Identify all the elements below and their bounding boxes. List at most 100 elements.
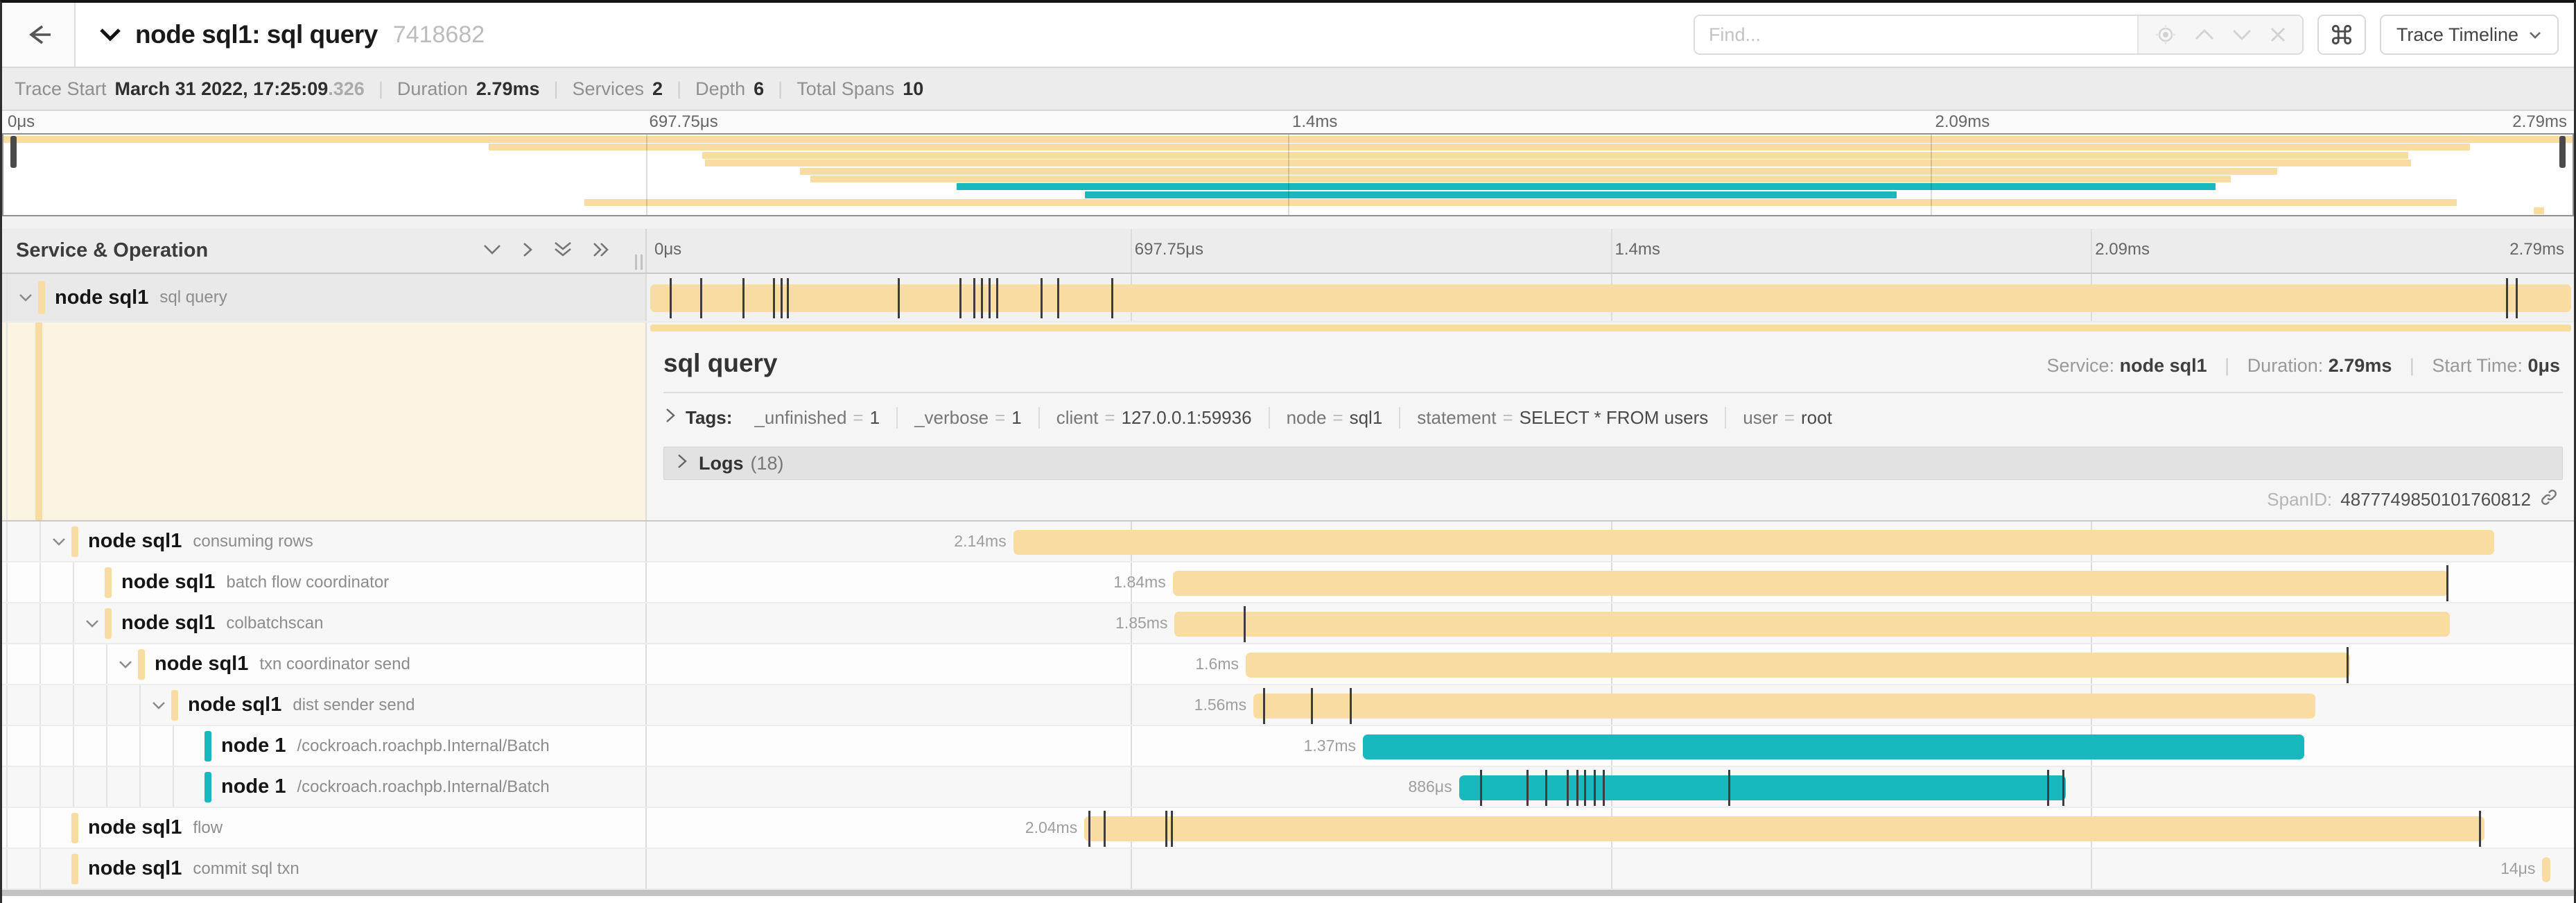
minimap-span-bar [1085,191,1897,198]
span-timeline-cell[interactable]: 1.85ms [647,603,2574,643]
span-tree-cell[interactable]: node sql1 consuming rows [2,522,647,561]
tag-item[interactable]: _unfinished = 1 [754,407,880,428]
ruler-tick-label: 2.09ms [1935,112,1990,131]
span-row[interactable]: node sql1 dist sender send 1.56ms [2,685,2574,726]
span-bar[interactable] [1013,530,2495,555]
span-tree-cell[interactable]: node sql1 commit sql txn [2,849,647,888]
span-row[interactable]: node sql1 colbatchscan 1.85ms [2,603,2574,644]
span-service-name: node 1 [221,734,286,757]
span-tree-cell[interactable]: node sql1 batch flow coordinator [2,562,647,602]
span-timeline-cell[interactable]: 1.6ms [647,644,2574,684]
span-timeline-cell[interactable]: 1.56ms [647,685,2574,725]
column-resizer[interactable] [635,255,643,270]
span-toggle-chevron-down-icon[interactable] [84,618,101,629]
tag-item[interactable]: statement = SELECT * FROM users [1399,407,1725,429]
span-row[interactable]: node 1 /cockroach.roachpb.Internal/Batch… [2,767,2574,808]
minimap-left-handle[interactable] [10,136,17,168]
span-toggle-chevron-down-icon[interactable] [150,700,167,711]
log-marker [1593,770,1596,806]
duration-value: 2.79ms [2328,355,2392,376]
tag-item[interactable]: node = sql1 [1268,407,1400,429]
log-marker [786,278,789,318]
span-timeline-cell[interactable]: 14μs [647,849,2574,888]
collapse-one-button[interactable] [482,243,503,259]
spacer [2,216,2574,229]
gridline [1130,229,1132,273]
span-bar[interactable] [2542,857,2550,882]
logs-accordion[interactable]: Logs (18) [663,447,2563,480]
span-row[interactable]: node 1 /cockroach.roachpb.Internal/Batch… [2,726,2574,767]
span-tree-cell[interactable]: node sql1 sql query [2,274,647,321]
chevron-down-icon [2233,29,2252,41]
summary-label: Services [572,78,645,99]
column-header-label: Service & Operation [16,239,209,261]
link-icon[interactable] [2539,488,2559,512]
span-service-name: node sql1 [88,530,182,552]
tag-item[interactable]: client = 127.0.0.1:59936 [1038,407,1269,429]
chevron-down-icon[interactable] [98,26,123,43]
keyboard-shortcuts-button[interactable] [2317,15,2366,55]
summary-value: March 31 2022, 17:25:09 [114,78,329,99]
locate-button[interactable] [2154,23,2177,46]
chevron-right-icon [663,406,677,430]
span-duration-label: 2.14ms [954,532,1007,550]
span-bar[interactable] [1459,775,2066,800]
span-timeline-cell[interactable]: 1.37ms [647,726,2574,766]
horizontal-scrollbar[interactable] [2,890,2574,896]
span-row[interactable]: node sql1 sql query [2,274,2574,322]
span-tree-cell[interactable]: node sql1 dist sender send [2,685,647,725]
log-marker [1583,770,1586,806]
span-row[interactable]: node sql1 txn coordinator send 1.6ms [2,644,2574,685]
find-controls [2136,16,2302,53]
close-icon [2270,27,2285,42]
back-button[interactable] [2,3,76,67]
prev-match-button[interactable] [2193,28,2216,42]
span-row[interactable]: node sql1 commit sql txn 14μs [2,849,2574,890]
span-row[interactable]: node sql1 consuming rows 2.14ms [2,522,2574,562]
minimap[interactable] [2,133,2574,216]
span-toggle-chevron-down-icon[interactable] [17,292,34,303]
span-timeline-cell[interactable] [647,274,2574,321]
span-timeline-cell[interactable]: 2.14ms [647,522,2574,561]
summary-value-fraction: .326 [328,78,365,99]
span-bar[interactable] [650,284,2571,312]
span-toggle-chevron-down-icon[interactable] [117,659,134,670]
span-timeline-cell[interactable]: 2.04ms [647,808,2574,848]
log-marker [1349,688,1352,724]
tags-section[interactable]: Tags: _unfinished = 1 _verbose = 1 client = 127.… [663,406,2563,430]
span-tree-cell[interactable]: node 1 /cockroach.roachpb.Internal/Batch [2,726,647,766]
logs-count: (18) [750,452,784,474]
span-bar[interactable] [1084,816,2485,841]
ruler-tick-label: 1.4ms [1292,112,1338,131]
span-tree-cell[interactable]: node sql1 txn coordinator send [2,644,647,684]
find-input[interactable] [1694,16,2137,53]
span-timeline-cell[interactable]: 886μs [647,767,2574,807]
clear-find-button[interactable] [2269,26,2287,44]
log-marker [898,278,900,318]
span-tree-cell[interactable]: node 1 /cockroach.roachpb.Internal/Batch [2,767,647,807]
expand-one-button[interactable] [521,240,534,261]
minimap-right-handle[interactable] [2559,136,2566,168]
span-toggle-chevron-down-icon[interactable] [51,536,67,547]
span-bar[interactable] [1253,694,2316,719]
log-marker [1545,770,1548,806]
span-bar[interactable] [1246,653,2351,678]
span-row[interactable]: node sql1 batch flow coordinator 1.84ms [2,562,2574,603]
view-options-label: Trace Timeline [2396,24,2518,45]
tags-label: Tags: [686,407,733,428]
tag-item[interactable]: user = root [1725,407,1849,429]
collapse-all-button[interactable] [552,241,573,261]
ruler-tick-label: 1.4ms [1615,240,1660,259]
span-timeline-cell[interactable]: 1.84ms [647,562,2574,602]
summary-value: 10 [903,78,924,99]
span-row[interactable]: node sql1 flow 2.04ms [2,808,2574,849]
span-bar[interactable] [1172,571,2448,596]
span-tree-cell[interactable]: node sql1 flow [2,808,647,848]
span-bar[interactable] [1363,734,2304,759]
span-bar[interactable] [1174,612,2451,637]
view-options-button[interactable]: Trace Timeline [2379,15,2559,55]
tag-item[interactable]: _verbose = 1 [896,407,1038,429]
span-tree-cell[interactable]: node sql1 colbatchscan [2,603,647,643]
expand-all-button[interactable] [591,241,612,261]
next-match-button[interactable] [2231,28,2253,42]
